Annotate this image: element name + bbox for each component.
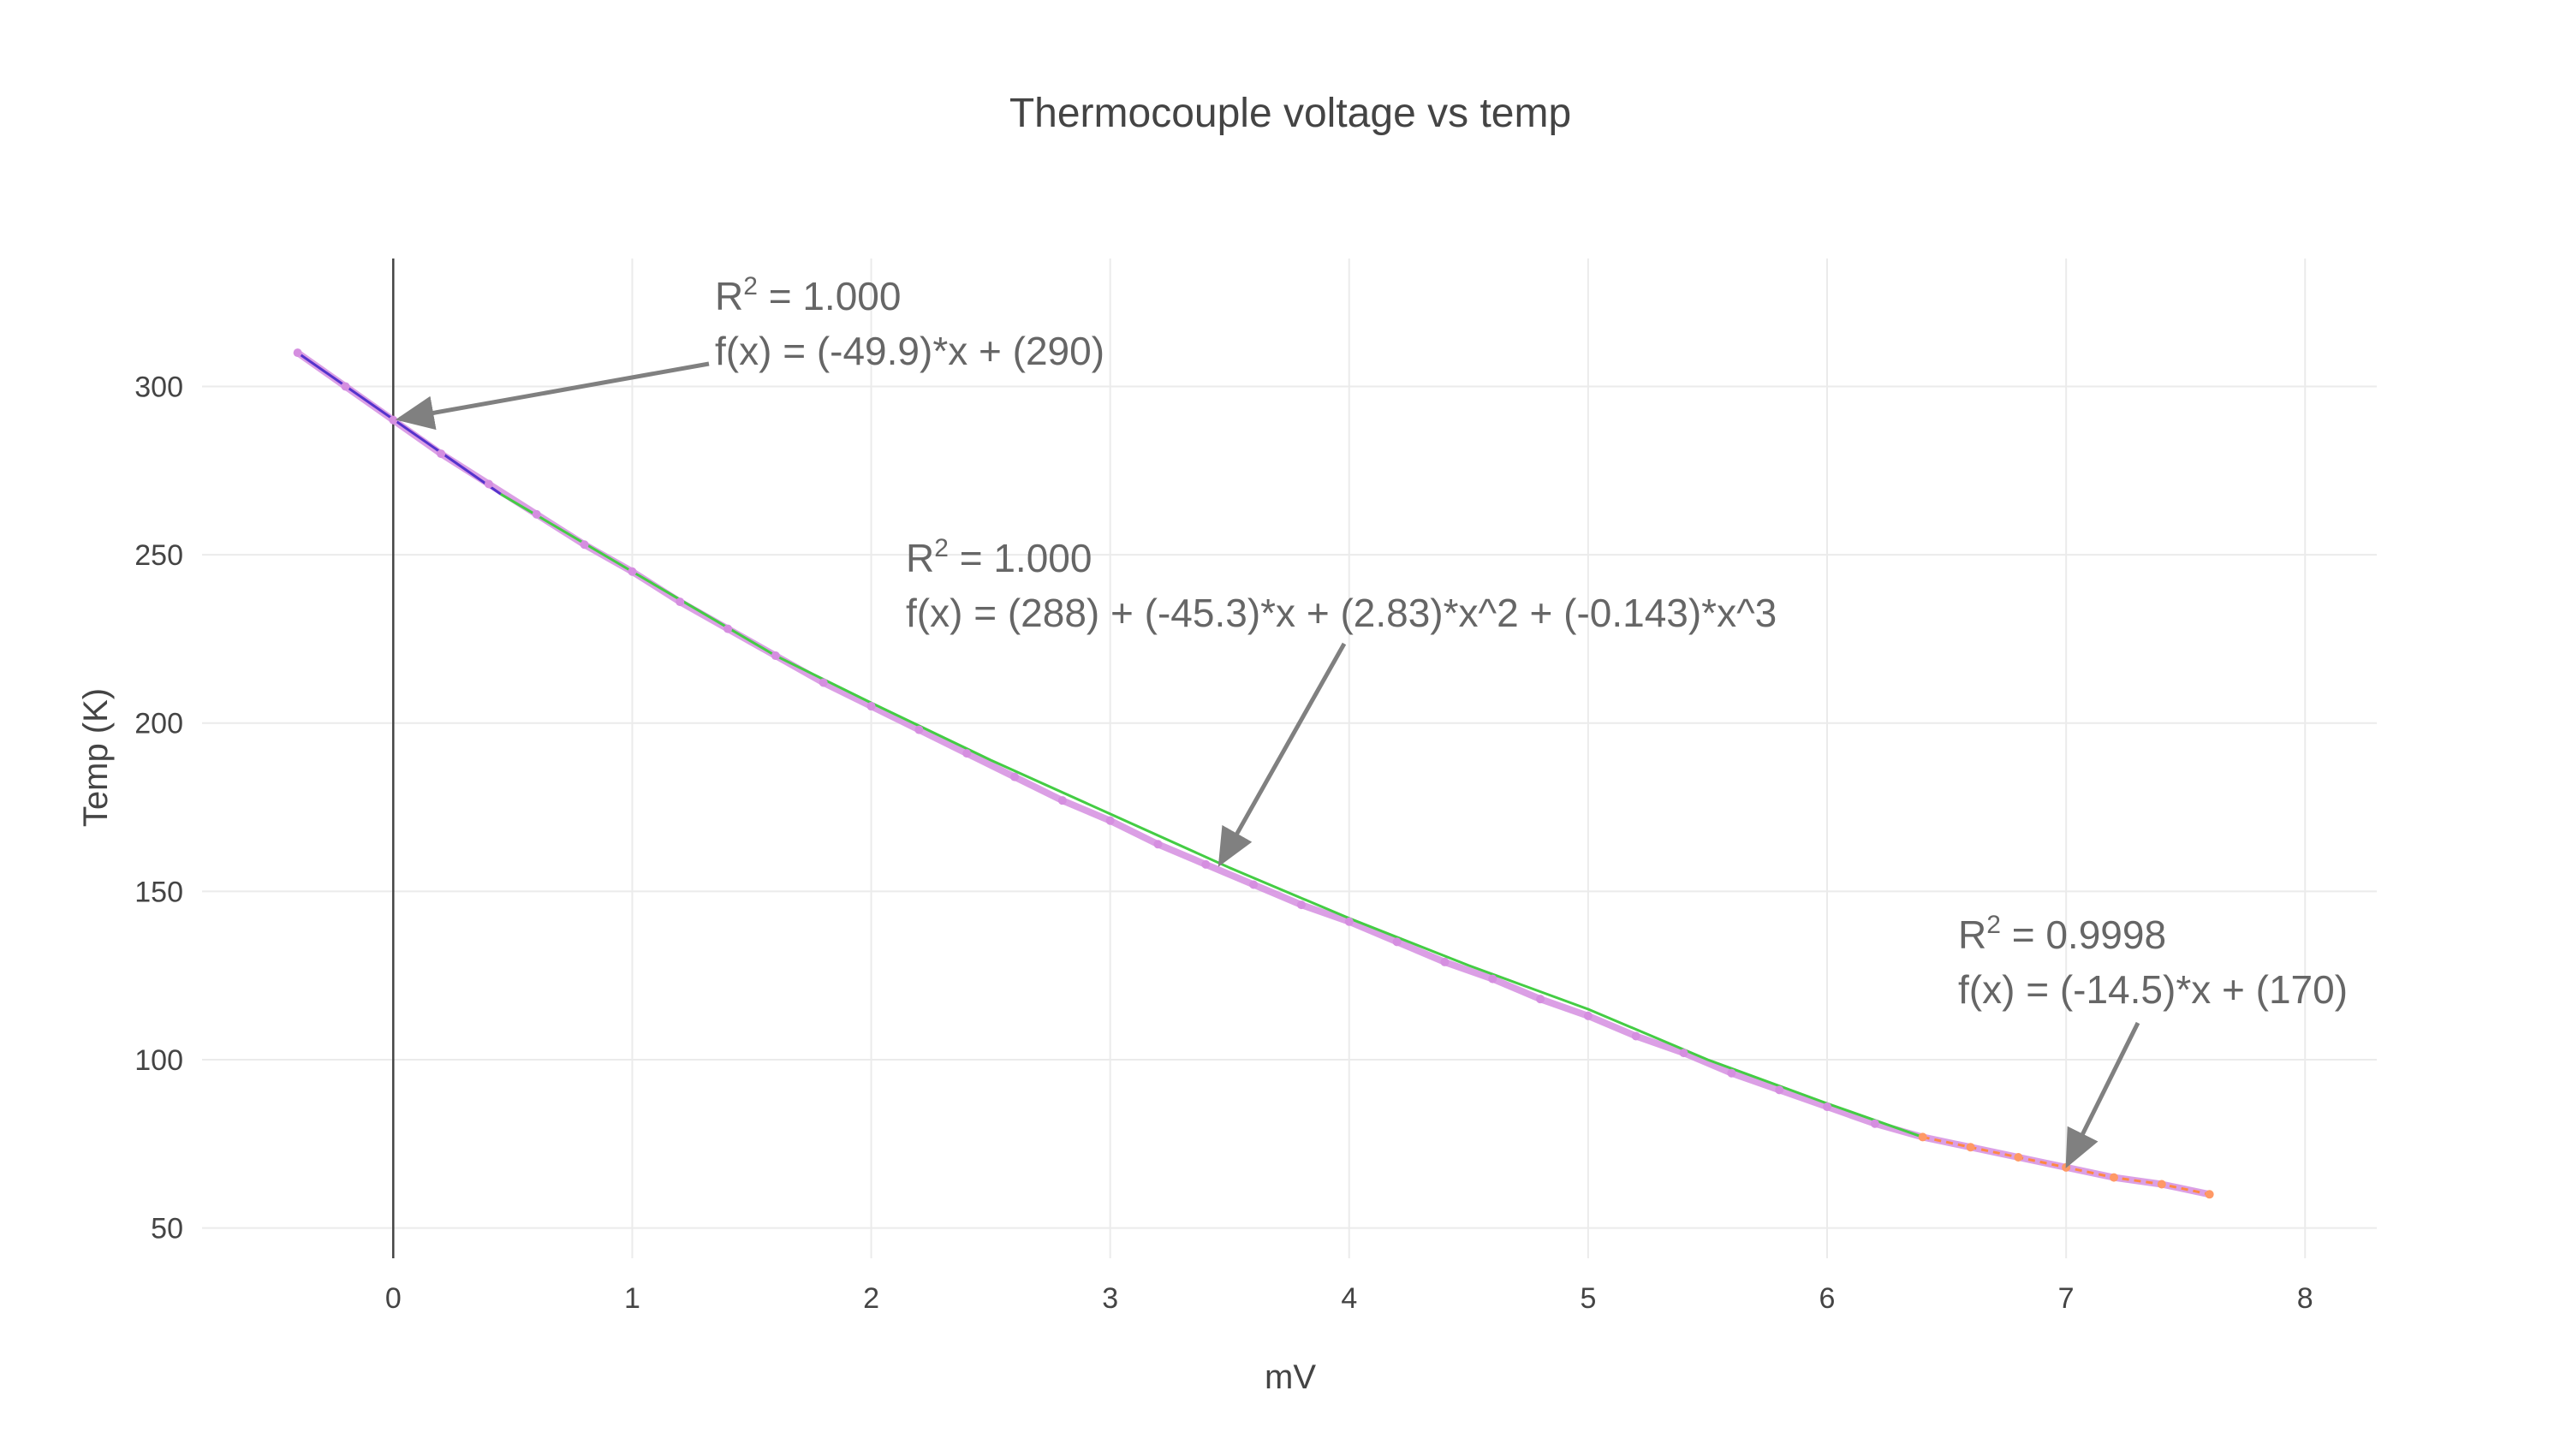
data-point: [484, 479, 493, 489]
data-point: [293, 348, 302, 358]
x-tick-label: 4: [1341, 1282, 1357, 1315]
data-point: [1823, 1102, 1832, 1112]
data-point: [1105, 816, 1115, 825]
data-point: [341, 382, 350, 391]
data-point: [1775, 1085, 1784, 1095]
data-point: [1153, 840, 1163, 849]
annotation-arrow: [395, 361, 710, 431]
annotation-arrow: [1218, 642, 1347, 867]
data-point: [1057, 796, 1067, 805]
y-tick-label: 200: [134, 708, 183, 740]
data-point: [2014, 1153, 2023, 1162]
fit-annotation: R2 = 0.9998 f(x) = (-14.5)*x + (170): [1958, 911, 2348, 1168]
data-point: [1918, 1132, 1927, 1142]
data-point: [389, 415, 398, 425]
data-point: [771, 651, 780, 661]
data-point: [2157, 1180, 2166, 1189]
data-point: [1010, 772, 1020, 781]
data-point: [1296, 900, 1306, 910]
data-point: [437, 449, 446, 459]
x-axis-title: mV: [1265, 1358, 1316, 1396]
y-tick-label: 250: [134, 539, 183, 572]
y-tick-label: 50: [151, 1213, 183, 1245]
data-point: [580, 540, 589, 550]
y-tick-label: 100: [134, 1044, 183, 1077]
data-point: [1727, 1068, 1736, 1078]
y-tick-label: 150: [134, 876, 183, 908]
data-point: [1870, 1119, 1879, 1128]
data-point: [532, 509, 541, 519]
data-point: [1249, 880, 1259, 889]
data-point: [866, 702, 876, 711]
annotation-r2-text: R2 = 0.9998: [1958, 911, 2166, 957]
chart-title: Thermocouple voltage vs temp: [1009, 91, 1571, 136]
x-tick-label: 1: [624, 1282, 640, 1315]
data-point: [1344, 917, 1354, 926]
data-point: [1631, 1031, 1640, 1041]
annotation-r2-text: R2 = 1.000: [906, 534, 1092, 580]
data-point: [1966, 1143, 1975, 1152]
data-point: [1488, 974, 1497, 984]
fit-line-1: [296, 351, 502, 496]
data-series-line: [294, 349, 2213, 1198]
data-point: [1583, 1011, 1593, 1020]
data-point: [1536, 995, 1545, 1004]
data-point: [962, 749, 972, 758]
grid-layer: [202, 259, 2377, 1258]
data-point: [1440, 957, 1450, 966]
annotation-formula-text: f(x) = (-49.9)*x + (290): [715, 329, 1104, 373]
data-point: [1201, 859, 1211, 869]
series-layer: [293, 348, 2214, 1199]
data-point: [914, 725, 924, 734]
tick-layer: 0 1 2 3 4 5 6 7 8 50 100 150 200 250 300: [134, 371, 2313, 1315]
data-point: [1392, 937, 1402, 947]
x-tick-label: 8: [2297, 1282, 2313, 1315]
x-tick-label: 7: [2058, 1282, 2075, 1315]
y-axis-title: Temp (K): [77, 688, 115, 827]
x-tick-label: 3: [1102, 1282, 1118, 1315]
data-point: [819, 678, 828, 687]
x-tick-label: 0: [385, 1282, 402, 1315]
y-tick-label: 300: [134, 371, 183, 403]
annotation-formula-text: f(x) = (288) + (-45.3)*x + (2.83)*x^2 + …: [906, 591, 1777, 635]
annotation-arrow: [2065, 1021, 2140, 1168]
data-point: [628, 567, 637, 576]
data-point: [676, 597, 685, 607]
x-tick-label: 5: [1580, 1282, 1596, 1315]
data-point: [2109, 1173, 2118, 1182]
x-tick-label: 2: [863, 1282, 879, 1315]
data-point: [723, 624, 733, 633]
annotation-r2-text: R2 = 1.000: [715, 272, 901, 318]
data-point: [1679, 1049, 1688, 1058]
fit-annotation: R2 = 1.000 f(x) = (-49.9)*x + (290): [395, 272, 1104, 431]
annotation-formula-text: f(x) = (-14.5)*x + (170): [1958, 967, 2348, 1012]
x-tick-label: 6: [1819, 1282, 1836, 1315]
data-point: [2205, 1190, 2214, 1199]
fit-annotation: R2 = 1.000 f(x) = (288) + (-45.3)*x + (2.…: [906, 534, 1777, 867]
